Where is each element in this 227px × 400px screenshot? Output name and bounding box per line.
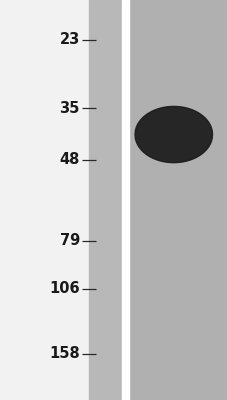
Text: 106: 106: [49, 281, 79, 296]
Text: 35: 35: [59, 101, 79, 116]
Text: 23: 23: [59, 32, 79, 48]
Text: 158: 158: [49, 346, 79, 361]
Bar: [89, 0, 121, 400]
Text: 48: 48: [59, 152, 79, 167]
Bar: [121, 0, 128, 400]
Bar: [128, 0, 227, 400]
Text: 79: 79: [59, 233, 79, 248]
